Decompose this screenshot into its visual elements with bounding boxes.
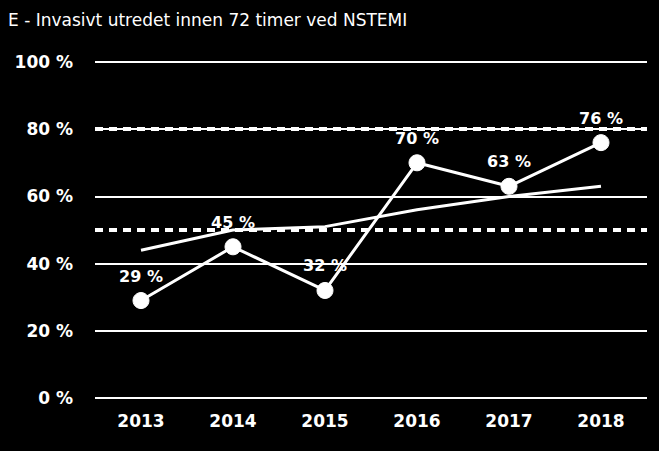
svg-text:0 %: 0 % [38,388,73,408]
svg-text:2015: 2015 [301,411,348,431]
svg-text:E - Invasivt utredet innen 72: E - Invasivt utredet innen 72 timer ved … [8,10,407,30]
svg-text:70 %: 70 % [395,129,439,148]
svg-text:45 %: 45 % [211,213,255,232]
svg-text:29 %: 29 % [119,267,163,286]
svg-text:63 %: 63 % [487,152,531,171]
svg-text:32 %: 32 % [303,256,347,275]
svg-text:2018: 2018 [577,411,624,431]
svg-text:76 %: 76 % [579,109,623,128]
svg-text:20 %: 20 % [26,321,73,341]
svg-text:100 %: 100 % [15,52,73,72]
svg-text:60 %: 60 % [26,186,73,206]
svg-text:2014: 2014 [209,411,256,431]
svg-text:2013: 2013 [117,411,164,431]
svg-text:80 %: 80 % [26,119,73,139]
svg-text:40 %: 40 % [26,254,73,274]
svg-text:2016: 2016 [393,411,440,431]
svg-text:2017: 2017 [485,411,532,431]
